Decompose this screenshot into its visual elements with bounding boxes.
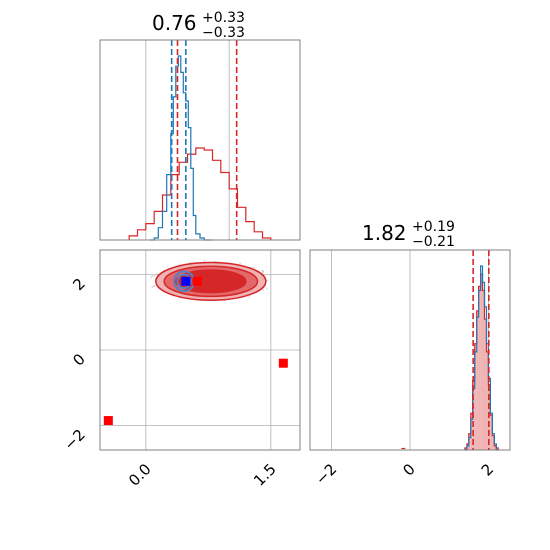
hist-bar-red-param-2 bbox=[482, 290, 485, 450]
joint-panel: 0.0 1.5 2 0 −2 bbox=[60, 249, 301, 490]
sample-point bbox=[261, 269, 264, 272]
y-tick-label-joint-2: −2 bbox=[60, 426, 88, 454]
hist-bar-red-param-2 bbox=[464, 447, 467, 450]
sample-point bbox=[150, 276, 152, 278]
sample-point bbox=[152, 285, 155, 287]
sample-point bbox=[189, 261, 192, 264]
marker-square-1 bbox=[193, 276, 202, 286]
hist-bar-red-param-2 bbox=[470, 413, 473, 450]
hist-bar-red-param-2 bbox=[476, 310, 479, 450]
sample-point bbox=[178, 263, 181, 265]
x-tick-label-right-1: 0 bbox=[399, 460, 418, 479]
marginal-hist-param-1 bbox=[99, 39, 301, 241]
sample-point bbox=[151, 275, 153, 277]
frame-right bbox=[309, 249, 511, 451]
contour-blue-0 bbox=[176, 273, 192, 290]
y-tick-label-joint-1: 0 bbox=[69, 350, 88, 369]
title-param-2-minus: −0.21 bbox=[412, 234, 455, 250]
sample-point bbox=[151, 286, 153, 288]
hist-blue-param-2 bbox=[464, 265, 499, 451]
sample-point bbox=[153, 275, 156, 277]
sample-point bbox=[266, 288, 268, 290]
sample-point bbox=[224, 300, 226, 302]
sample-point bbox=[253, 267, 255, 269]
sample-point bbox=[203, 260, 206, 262]
x-tick-label-right-2: 2 bbox=[478, 460, 497, 479]
sample-point bbox=[266, 279, 268, 281]
title-param-2: 1.82 +0.19 −0.21 bbox=[362, 219, 455, 250]
x-tick-label-right-0: −2 bbox=[312, 460, 340, 488]
hist-bar-red-param-2 bbox=[496, 447, 499, 450]
y-tick-label-joint-0: 2 bbox=[69, 275, 88, 294]
sample-point bbox=[153, 285, 156, 287]
hist-red-param-1 bbox=[128, 147, 272, 240]
title-param-2-plus: +0.19 bbox=[412, 219, 455, 235]
sample-point bbox=[248, 296, 250, 298]
marker-square-0 bbox=[181, 276, 191, 286]
hist-bar-red-param-2 bbox=[474, 343, 477, 450]
sample-point bbox=[156, 273, 158, 275]
marginal-hist-param-2: −2 0 2 bbox=[309, 249, 511, 488]
hist-blue-param-1 bbox=[150, 55, 213, 241]
frame-top bbox=[99, 39, 301, 241]
title-param-1-minus: −0.33 bbox=[202, 25, 245, 41]
title-param-2-value: 1.82 bbox=[362, 221, 407, 245]
title-param-1-plus: +0.33 bbox=[202, 10, 245, 26]
hist-bar-red-param-2 bbox=[490, 415, 493, 450]
marker-square-2 bbox=[278, 358, 288, 368]
marker-square-3 bbox=[103, 416, 113, 426]
x-tick-label-joint-0: 0.0 bbox=[125, 460, 155, 490]
hist-bar-red-param-2 bbox=[466, 443, 469, 450]
x-tick-label-joint-1: 1.5 bbox=[250, 460, 280, 490]
hist-bar-red-param-2 bbox=[494, 445, 497, 450]
hist-bar-red-param-2 bbox=[468, 433, 471, 450]
hist-bar-red-param-2 bbox=[480, 274, 483, 450]
hist-bar-red-param-2 bbox=[486, 351, 489, 450]
frame-joint bbox=[99, 249, 301, 451]
title-param-1-value: 0.76 bbox=[152, 11, 197, 35]
sample-point bbox=[239, 262, 241, 264]
title-param-1: 0.76 +0.33 −0.33 bbox=[152, 10, 245, 41]
sample-point bbox=[262, 289, 264, 291]
sample-point bbox=[262, 271, 264, 273]
hist-bar-red-param-2 bbox=[492, 435, 495, 450]
hist-bar-red-param-2 bbox=[478, 286, 481, 450]
hist-bar-red-param-2 bbox=[484, 319, 487, 450]
